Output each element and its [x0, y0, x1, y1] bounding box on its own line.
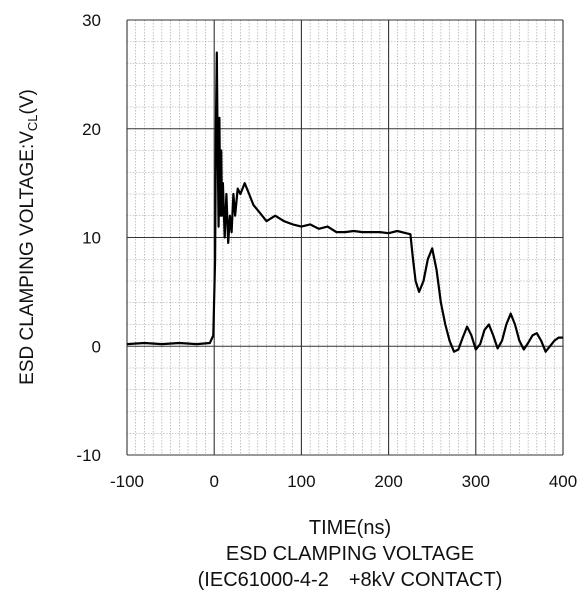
- x-tick-label: 400: [549, 472, 577, 491]
- x-axis-label: TIME(ns): [308, 517, 392, 539]
- y-axis-label: ESD CLAMPING VOLTAGE:VCL(V): [17, 89, 40, 385]
- series-line-clamping-voltage: [126, 51, 563, 353]
- y-tick-label: 0: [92, 337, 101, 356]
- x-tick-label: 200: [374, 472, 402, 491]
- x-tick-label: 0: [209, 472, 218, 491]
- y-tick-label: -10: [76, 446, 101, 465]
- x-axis-ticks: -100 0 100 200 300 400: [110, 472, 577, 491]
- y-tick-label: 10: [82, 229, 101, 248]
- x-tick-label: 300: [462, 472, 490, 491]
- y-tick-label: 30: [82, 11, 101, 30]
- chart-title: ESD CLAMPING VOLTAGE: [225, 543, 475, 565]
- x-tick-label: 100: [287, 472, 315, 491]
- chart-subtitle: (IEC61000-4-2 +8kV CONTACT): [197, 569, 503, 591]
- y-axis-ticks: -10 0 10 20 30: [76, 11, 101, 465]
- x-tick-label: -100: [110, 472, 144, 491]
- y-tick-label: 20: [82, 120, 101, 139]
